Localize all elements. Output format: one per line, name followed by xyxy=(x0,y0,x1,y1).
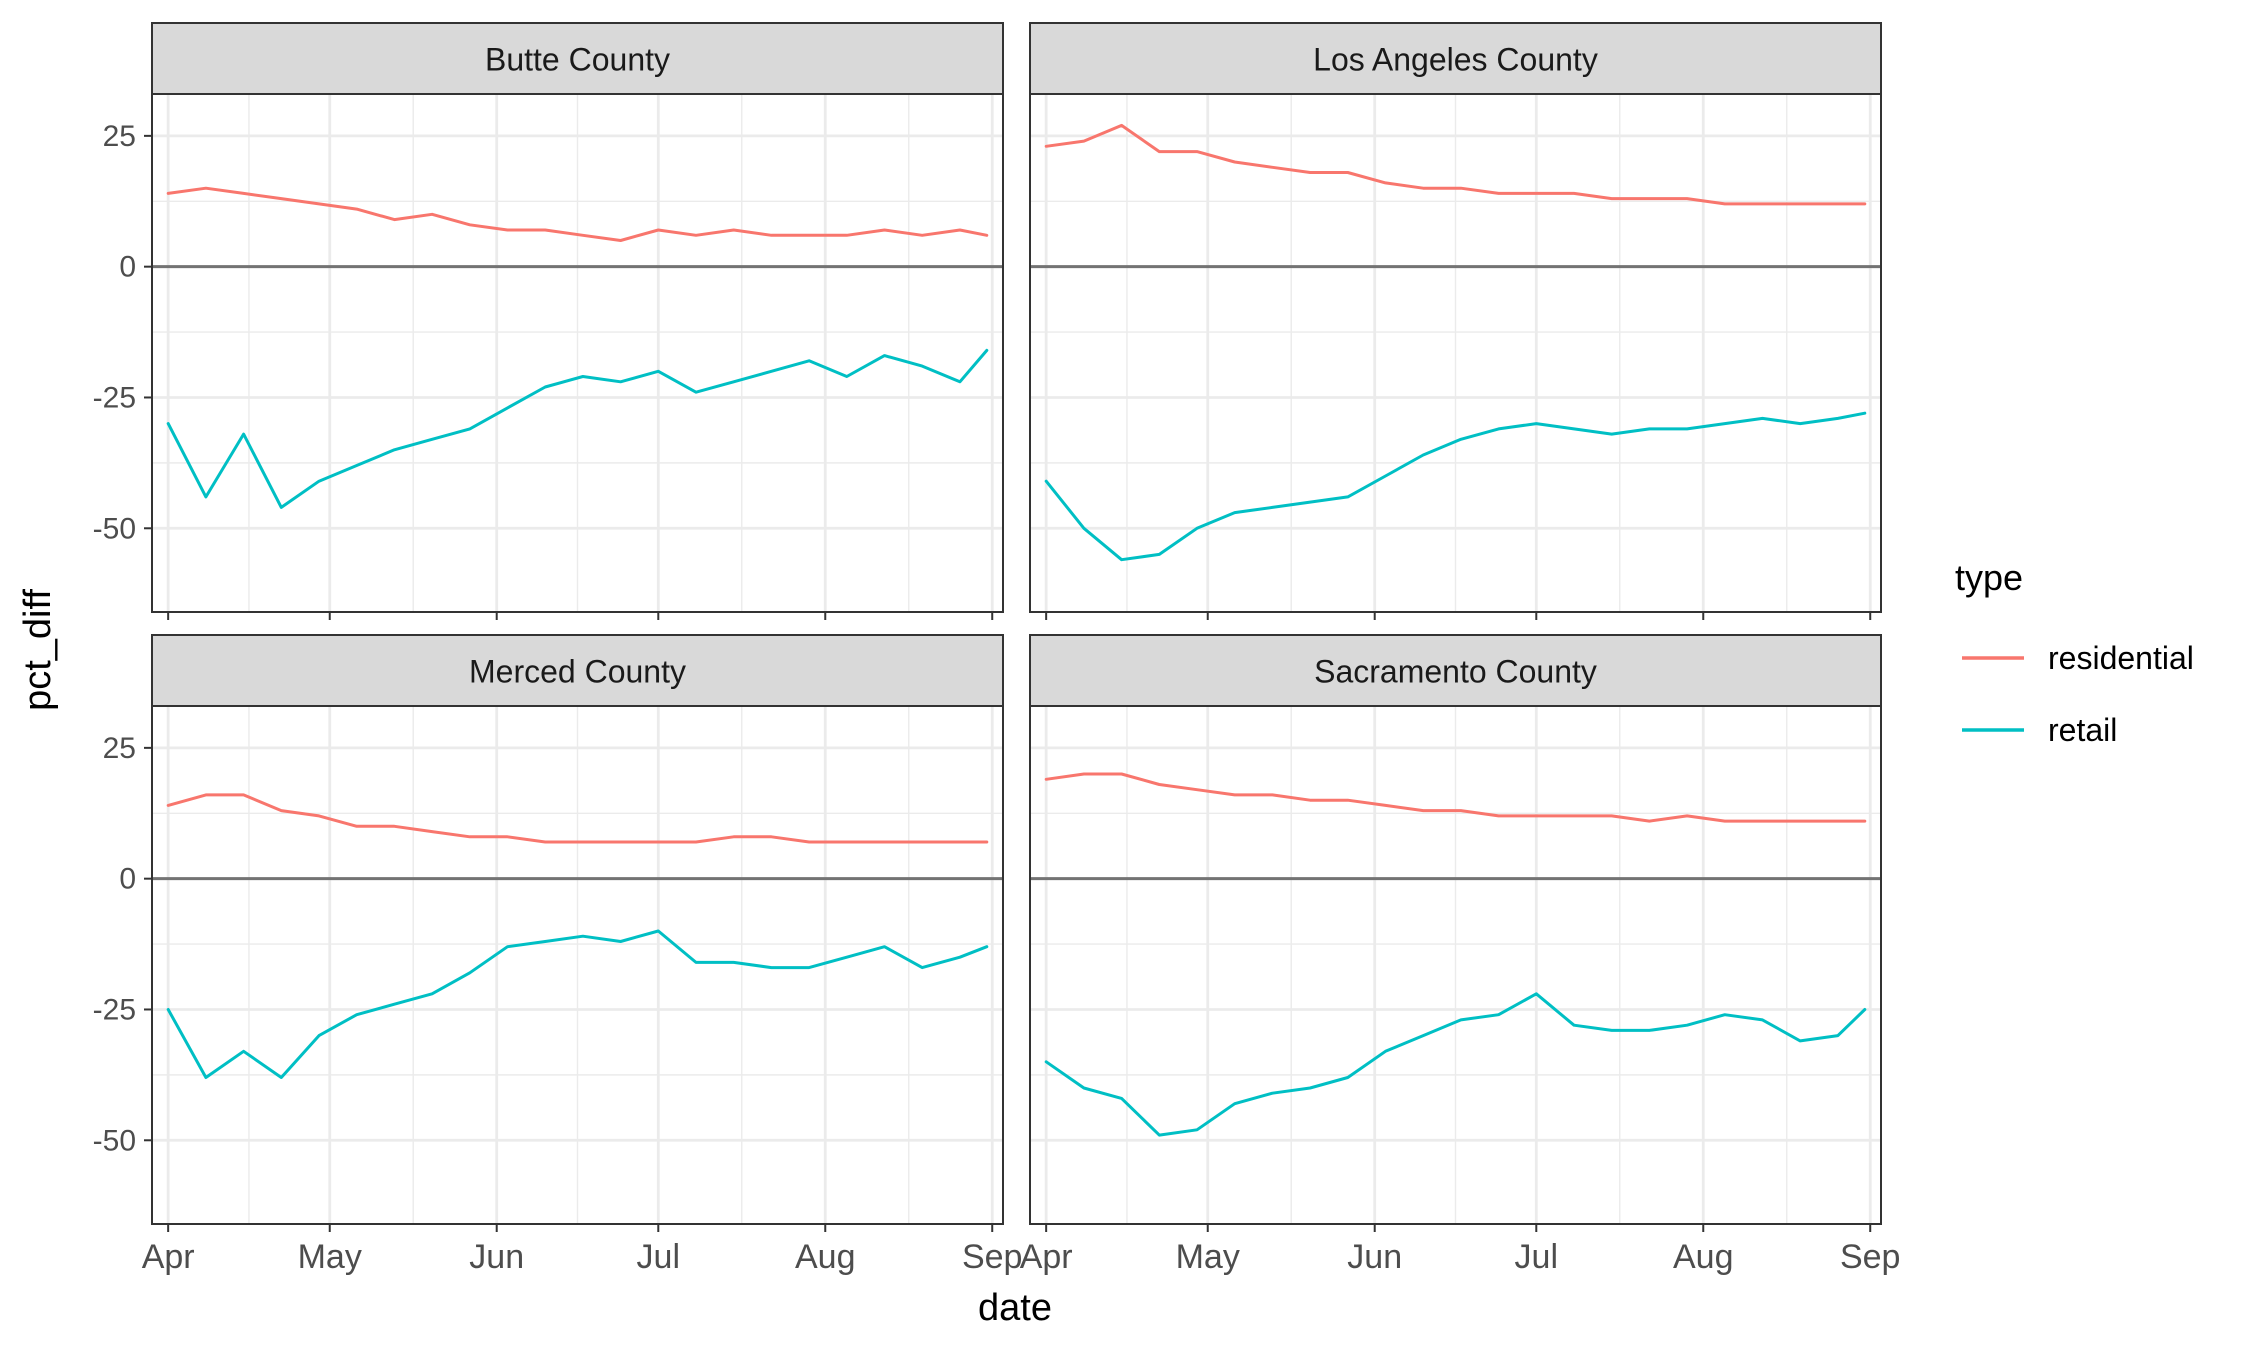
facet-strip-label: Sacramento County xyxy=(1314,654,1597,690)
x-tick-label: Aug xyxy=(795,1238,856,1276)
panel-border xyxy=(1029,705,1882,1225)
facet-merced-county: Merced County 25 0 -25 -50 Apr May Jun Jul Aug Sep xyxy=(93,634,1023,1276)
series-line-residential-merced-county xyxy=(166,793,989,844)
x-tick-label: Jun xyxy=(1347,1238,1402,1276)
x-tick-label: Apr xyxy=(142,1238,195,1276)
x-tick-label: Jul xyxy=(1515,1238,1558,1276)
series-line-residential-sacramento-county xyxy=(1044,772,1867,823)
facet-strip-label: Merced County xyxy=(469,654,686,690)
series-line-retail-los-angeles-county xyxy=(1044,411,1867,562)
series-line-retail-butte-county xyxy=(166,348,989,509)
facet-butte-county: Butte County 25 0 -25 -50 xyxy=(93,22,1004,620)
series-line-residential-butte-county xyxy=(166,186,989,242)
facet-sacramento-county: Sacramento County Apr May Jun Jul Aug Sep xyxy=(1020,634,1901,1276)
facet-strip-sacramento-county xyxy=(1029,634,1882,707)
panel-border xyxy=(151,93,1004,613)
legend-entries: residential retail xyxy=(1962,640,2194,748)
y-tick-label: 25 xyxy=(103,732,136,765)
facet-panels: Butte County 25 0 -25 -50 Los Angeles County M… xyxy=(93,22,1901,1276)
x-tick-label: May xyxy=(1176,1238,1240,1276)
series-line-retail-merced-county xyxy=(166,929,989,1079)
y-axis-title: pct_diff xyxy=(17,589,59,711)
legend: type residential retail xyxy=(1955,557,2194,748)
x-tick-label: Sep xyxy=(1840,1238,1901,1276)
facet-strip-label: Butte County xyxy=(485,42,670,78)
facet-strip-merced-county xyxy=(151,634,1004,707)
legend-title: type xyxy=(1955,557,2023,598)
series-line-residential-los-angeles-county xyxy=(1044,123,1867,206)
panel-border xyxy=(1029,93,1882,613)
legend-label-residential: residential xyxy=(2048,640,2194,676)
x-tick-label: May xyxy=(298,1238,362,1276)
x-tick-label: Sep xyxy=(962,1238,1023,1276)
y-tick-label: -50 xyxy=(93,1124,136,1157)
facet-strip-label: Los Angeles County xyxy=(1313,42,1598,78)
x-tick-label: Jun xyxy=(469,1238,524,1276)
y-tick-label: -25 xyxy=(93,993,136,1026)
x-tick-label: Aug xyxy=(1673,1238,1734,1276)
panel-border xyxy=(151,705,1004,1225)
y-tick-label: -50 xyxy=(93,512,136,545)
y-tick-label: 0 xyxy=(119,863,136,896)
facet-strip-butte-county xyxy=(151,22,1004,95)
x-tick-label: Jul xyxy=(637,1238,680,1276)
series-line-retail-sacramento-county xyxy=(1044,992,1867,1137)
facet-los-angeles-county: Los Angeles County xyxy=(1029,22,1882,620)
y-tick-label: 25 xyxy=(103,120,136,153)
y-tick-label: 0 xyxy=(119,251,136,284)
x-axis-title: date xyxy=(978,1287,1052,1329)
legend-label-retail: retail xyxy=(2048,712,2117,748)
x-tick-label: Apr xyxy=(1020,1238,1073,1276)
y-tick-label: -25 xyxy=(93,381,136,414)
